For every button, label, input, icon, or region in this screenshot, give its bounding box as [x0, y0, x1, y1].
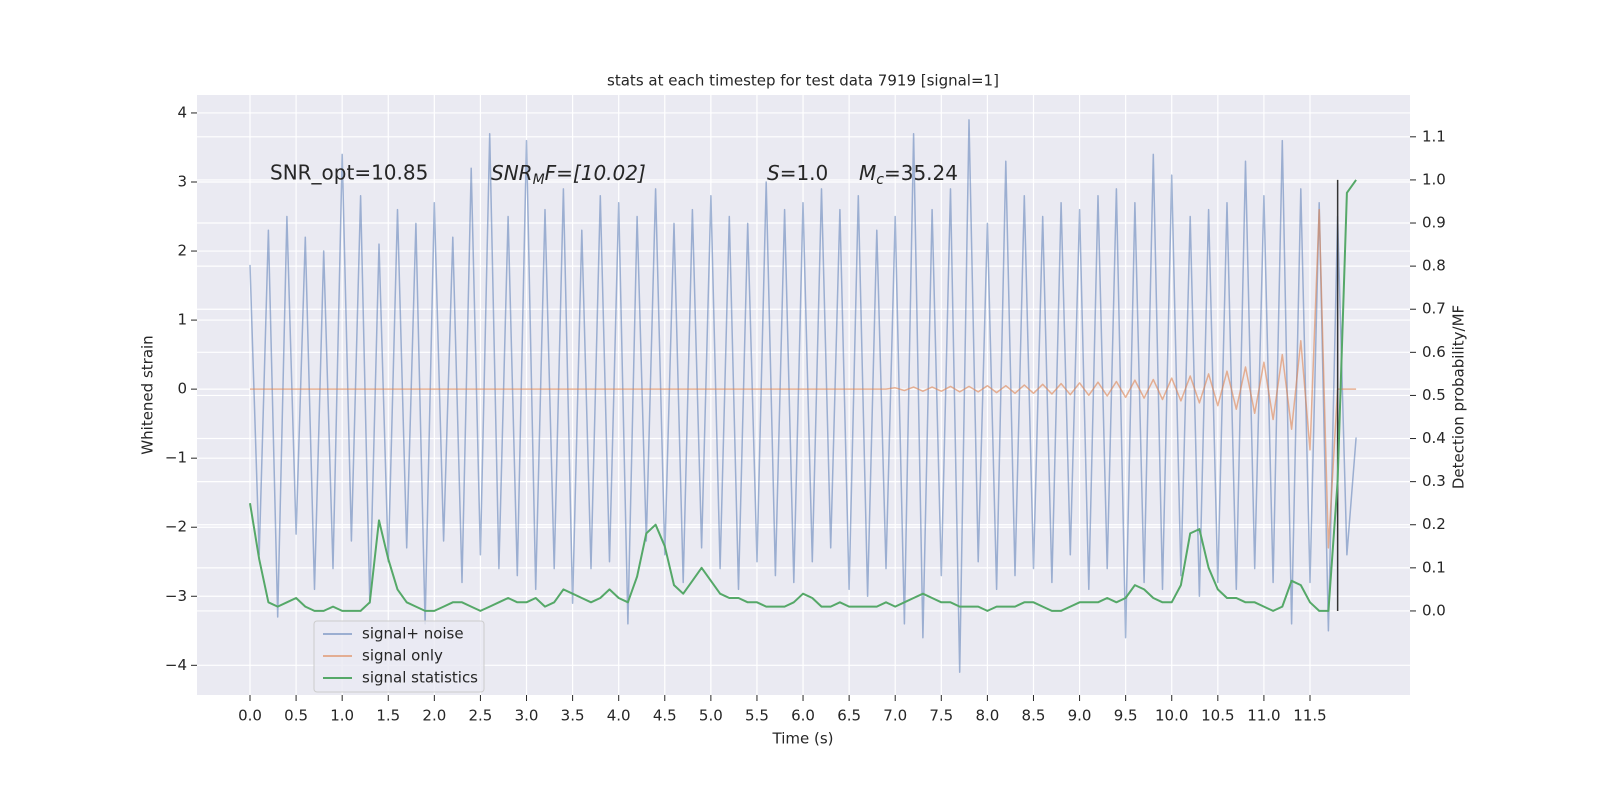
y2-tick-label: 1.1: [1422, 127, 1446, 145]
x-tick-label: 0.5: [284, 707, 308, 725]
y2-tick-label: 0.8: [1422, 257, 1446, 275]
x-tick-label: 3.5: [561, 707, 585, 725]
y2-tick-label: 0.1: [1422, 558, 1446, 576]
x-axis-label: Time (s): [772, 730, 834, 748]
y-tick-label: 3: [177, 172, 187, 190]
y2-axis-label: Detection probability/MF: [1450, 305, 1468, 489]
legend: signal+ noise signal only signal statistic…: [313, 620, 485, 693]
x-tick-label: 4.5: [653, 707, 677, 725]
annotation-part: SNR: [491, 161, 533, 185]
y2-tick-label: 0.5: [1422, 386, 1446, 404]
y2-tick-label: 0.0: [1422, 601, 1446, 619]
y-tick-label: −4: [165, 656, 187, 674]
x-tick-label: 10.0: [1155, 707, 1188, 725]
y-tick-label: −3: [165, 587, 187, 605]
x-tick-label: 6.0: [791, 707, 815, 725]
y-tick-label: 0: [177, 380, 187, 398]
x-tick-label: 5.0: [699, 707, 723, 725]
x-tick-label: 4.0: [607, 707, 631, 725]
y2-tick-label: 0.6: [1422, 343, 1446, 361]
x-tick-label: 9.5: [1114, 707, 1138, 725]
x-tick-label: 6.5: [837, 707, 861, 725]
x-tick-label: 1.5: [376, 707, 400, 725]
y2-tick-label: 0.2: [1422, 515, 1446, 533]
legend-label: signal only: [362, 647, 443, 665]
x-tick-label: 8.5: [1022, 707, 1046, 725]
x-tick-label: 8.0: [975, 707, 999, 725]
annotation: SNR_opt=10.85: [270, 161, 428, 185]
y2-tick-label: 0.4: [1422, 429, 1446, 447]
annotation-part: =35.24: [884, 161, 958, 185]
x-tick-label: 2.0: [422, 707, 446, 725]
legend-box: [313, 620, 485, 693]
x-tick-label: 0.0: [238, 707, 262, 725]
legend-label: signal+ noise: [362, 625, 464, 643]
marks: [249, 119, 1357, 673]
x-tick-label: 10.5: [1201, 707, 1234, 725]
y-tick-label: −2: [165, 518, 187, 536]
series-line: [249, 119, 1357, 673]
annotation-part: F=[10.02]: [545, 161, 646, 185]
annotation: S=1.0: [767, 161, 828, 185]
annotation-part: M: [859, 161, 876, 185]
y-axis-label: Whitened strain: [139, 335, 157, 454]
x-tick-label: 7.5: [929, 707, 953, 725]
y-tick-label: 1: [177, 311, 187, 329]
legend-label: signal statistics: [362, 669, 478, 687]
y2-tick-label: 0.7: [1422, 300, 1446, 318]
annotation: Mc=35.24: [859, 161, 958, 189]
x-tick-label: 1.0: [330, 707, 354, 725]
series-line: [250, 208, 1357, 549]
y-tick-label: −1: [165, 449, 187, 467]
series-line: [249, 179, 1357, 612]
annotation-part: M: [533, 172, 545, 188]
annotation-part: S: [767, 161, 780, 185]
x-tick-label: 3.0: [515, 707, 539, 725]
y2-tick-label: 0.3: [1422, 472, 1446, 490]
y-tick-label: 2: [177, 242, 187, 260]
x-tick-label: 2.5: [469, 707, 493, 725]
x-tick-label: 9.0: [1068, 707, 1092, 725]
x-tick-label: 11.0: [1247, 707, 1280, 725]
x-tick-label: 5.5: [745, 707, 769, 725]
y2-tick-label: 1.0: [1422, 170, 1446, 188]
annotation-part: =1.0: [780, 161, 829, 185]
x-tick-label: 11.5: [1293, 707, 1326, 725]
y2-tick-label: 0.9: [1422, 214, 1446, 232]
y-tick-label: 4: [177, 103, 187, 121]
annotation-part: c: [876, 172, 884, 188]
annotation: SNRMF=[10.02]: [491, 161, 646, 189]
chart-title: stats at each timestep for test data 791…: [607, 72, 999, 90]
x-tick-label: 7.0: [883, 707, 907, 725]
